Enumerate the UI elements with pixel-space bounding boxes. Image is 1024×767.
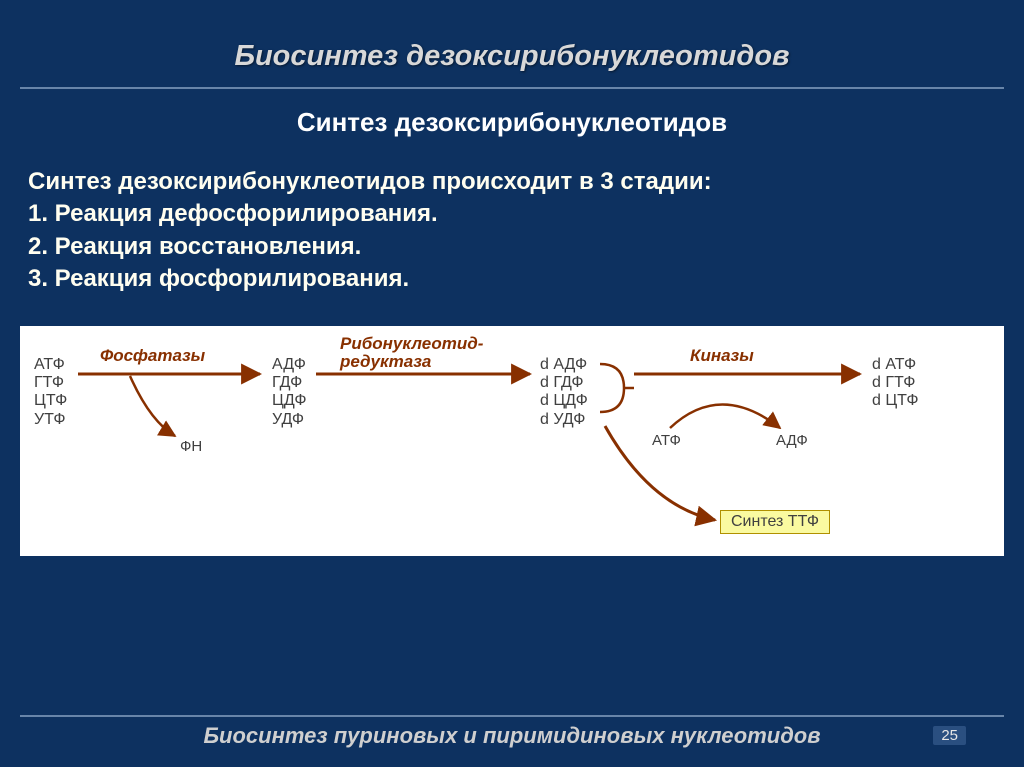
slide-title: Биосинтез дезоксирибонуклеотидов <box>0 0 1024 73</box>
footer-text: Биосинтез пуриновых и пиримидиновых нукл… <box>0 723 1024 749</box>
pathway-diagram: АТФ ГТФ ЦТФ УТФ Фосфатазы ФH АДФ ГДФ ЦДФ… <box>20 326 1004 556</box>
step1: 1. Реакция дефосфорилирования. <box>28 198 996 230</box>
diagram-arrows <box>20 326 1004 556</box>
step3: 3. Реакция фосфорилирования. <box>28 263 996 295</box>
subtitle: Синтез дезоксирибонуклеотидов <box>0 107 1024 138</box>
hr-bottom <box>20 715 1004 717</box>
intro-line: Синтез дезоксирибонуклеотидов происходит… <box>28 166 996 198</box>
hr-top <box>20 87 1004 89</box>
page-number: 25 <box>933 726 966 745</box>
step2: 2. Реакция восстановления. <box>28 231 996 263</box>
body-text: Синтез дезоксирибонуклеотидов происходит… <box>28 166 996 296</box>
